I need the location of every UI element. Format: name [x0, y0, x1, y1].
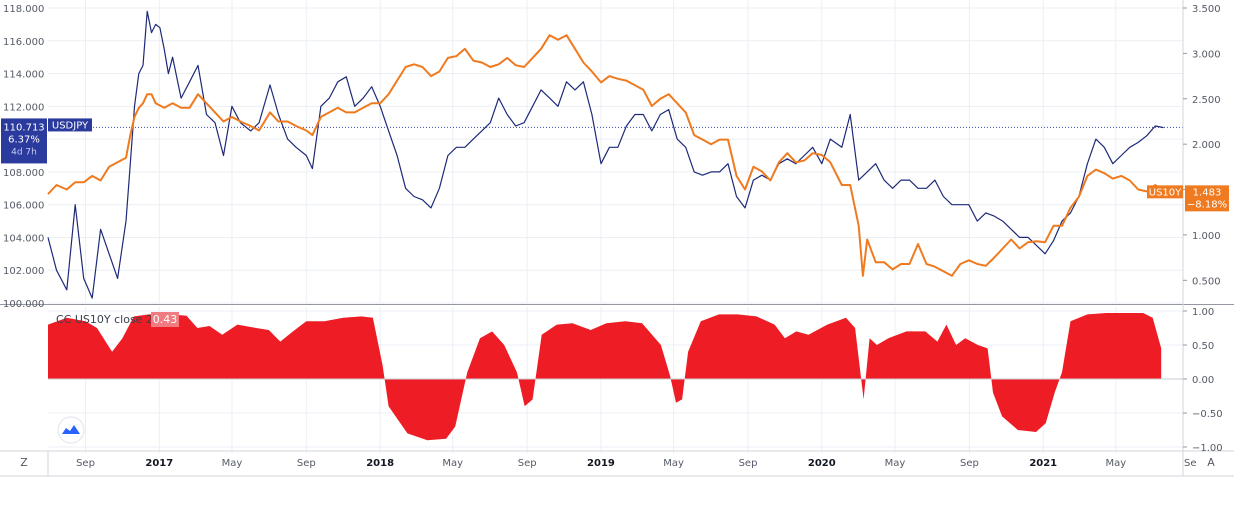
time-axis-tick-label: May [442, 458, 463, 469]
usdjpy-badge-change: 6.37% [8, 134, 40, 145]
indicator-axis-tick-label: −0.50 [1192, 409, 1223, 420]
time-axis-tick-label: May [885, 458, 906, 469]
time-axis-tick-label: May [663, 458, 684, 469]
time-axis-tick-label: Se [1184, 458, 1197, 469]
us10y-badge-price: 1.483 [1193, 187, 1222, 198]
time-axis-tick-label: Sep [297, 458, 316, 469]
series-line-usdjpy [47, 10, 1164, 299]
tradingview-logo-button[interactable] [57, 416, 85, 444]
right-axis-tick-label: 2.500 [1192, 95, 1221, 106]
cloud-icon [62, 425, 80, 434]
left-axis-tick-label: 118.000 [3, 4, 44, 15]
time-axis-tick-label: 2019 [587, 458, 615, 469]
right-axis-tick-label: 2.000 [1192, 140, 1221, 151]
time-axis-tick-label: Sep [739, 458, 758, 469]
time-axis-tick-label: Sep [960, 458, 979, 469]
usdjpy-label: USDJPY [52, 120, 89, 131]
indicator-axis-tick-label: 1.00 [1192, 307, 1214, 318]
time-axis-tick-label: Sep [518, 458, 537, 469]
indicator-value: 0.43 [153, 313, 178, 326]
left-axis-tick-label: 104.000 [3, 233, 44, 244]
time-axis-tick-label: 2020 [808, 458, 836, 469]
usdjpy-badge-countdown: 4d 7h [11, 147, 37, 157]
pane-frame [0, 0, 1234, 477]
right-axis-tick-label: 3.000 [1192, 49, 1221, 60]
time-axis-tick-label: 2018 [366, 458, 394, 469]
left-axis-tick-label: 100.000 [3, 299, 44, 310]
left-axis-tick-label: 108.000 [3, 168, 44, 179]
auto-scale-z-button[interactable]: Z [20, 456, 28, 469]
correlation-area-path [48, 313, 1162, 441]
right-axis-tick-label: 1.000 [1192, 231, 1221, 242]
auto-scale-a-button[interactable]: A [1207, 456, 1215, 469]
series-line-us10y [47, 34, 1165, 277]
time-axis-tick-label: 2021 [1029, 458, 1057, 469]
z-button-label: Z [20, 456, 28, 469]
correlation-area [48, 313, 1183, 441]
left-axis-tick-label: 116.000 [3, 37, 44, 48]
price-lines [47, 10, 1183, 299]
us10y-label-bg [1147, 185, 1183, 199]
indicator-axis-tick-label: −1.00 [1192, 443, 1223, 454]
usdjpy-badge-price: 110.713 [3, 122, 44, 133]
us10y-badge-change: −8.18% [1187, 199, 1227, 210]
usdjpy-label-bg [48, 118, 92, 132]
time-axis-tick-label: May [222, 458, 243, 469]
us10y-label: US10Y [1149, 187, 1182, 198]
indicator-legend[interactable]: CC US10Y close 20 0.43 [56, 312, 179, 327]
indicator-axis-tick-label: 0.50 [1192, 341, 1214, 352]
time-axis-tick-label: Sep [76, 458, 95, 469]
left-axis-tick-label: 114.000 [3, 70, 44, 81]
indicator-axis-tick-label: 0.00 [1192, 375, 1214, 386]
usdjpy-badge-bg [1, 118, 47, 164]
indicator-value-badge [151, 312, 179, 327]
a-button-label: A [1207, 456, 1215, 469]
left-axis-tick-label: 112.000 [3, 102, 44, 113]
indicator-label: CC US10Y close 20 [56, 313, 160, 326]
us10y-badge-bg [1185, 185, 1229, 212]
right-axis-tick-label: 0.500 [1192, 276, 1221, 287]
time-axis-tick-label: 2017 [145, 458, 173, 469]
left-axis-tick-label: 102.000 [3, 266, 44, 277]
left-axis-tick-label: 106.000 [3, 201, 44, 212]
time-axis-tick-label: May [1106, 458, 1127, 469]
right-axis-tick-label: 3.500 [1192, 4, 1221, 15]
